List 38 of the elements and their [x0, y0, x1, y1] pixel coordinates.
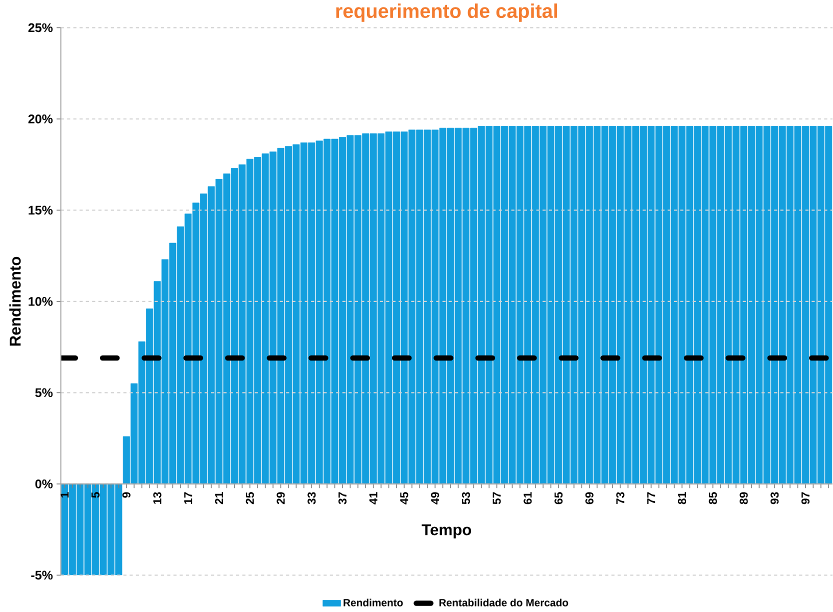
y-tick-label: 15%	[28, 206, 53, 215]
y-tick-label: 20%	[28, 114, 53, 124]
y-tick-label: -5%	[31, 570, 53, 580]
bar	[162, 259, 168, 484]
chart-title: requerimento de capital	[336, 3, 557, 22]
y-tick-label: 0%	[35, 480, 53, 488]
x-axis-title: Tempo	[422, 524, 472, 538]
x-tick-label: 25	[246, 492, 254, 504]
x-tick-label: 5	[92, 492, 100, 498]
x-tick-label: 45	[400, 492, 408, 504]
x-tick-label: 17	[184, 492, 192, 504]
y-axis-title: Rendimento	[9, 256, 21, 346]
x-tick-label: 33	[308, 492, 316, 504]
x-tick-label: 93	[770, 492, 779, 504]
x-tick-label: 9	[122, 492, 130, 498]
x-tick-label: 13	[153, 492, 162, 504]
x-tick-label: 41	[369, 492, 378, 504]
legend-label: Rendimento	[344, 598, 403, 606]
x-tick-label: 73	[616, 492, 624, 504]
x-tick-label: 85	[708, 492, 717, 504]
x-tick-label: 89	[740, 492, 748, 504]
x-tick-label: 37	[338, 492, 347, 504]
x-tick-label: 1	[60, 492, 69, 498]
x-tick-label: 29	[276, 492, 285, 504]
x-tick-label: 61	[524, 492, 532, 504]
x-tick-label: 49	[431, 492, 440, 504]
x-tick-label: 65	[554, 492, 563, 504]
x-tick-label: 97	[801, 492, 810, 504]
x-tick-label: 69	[585, 492, 594, 504]
x-tick-label: 21	[215, 492, 224, 504]
legend-label: Rentabilidade do Mercado	[439, 598, 568, 606]
x-tick-label: 81	[678, 492, 686, 504]
y-tick-label: 10%	[28, 297, 53, 306]
x-tick-label: 53	[462, 492, 470, 504]
x-tick-label: 57	[492, 492, 501, 504]
y-tick-label: 25%	[28, 23, 53, 32]
x-tick-label: 77	[647, 492, 656, 504]
y-tick-label: 5%	[35, 388, 53, 398]
